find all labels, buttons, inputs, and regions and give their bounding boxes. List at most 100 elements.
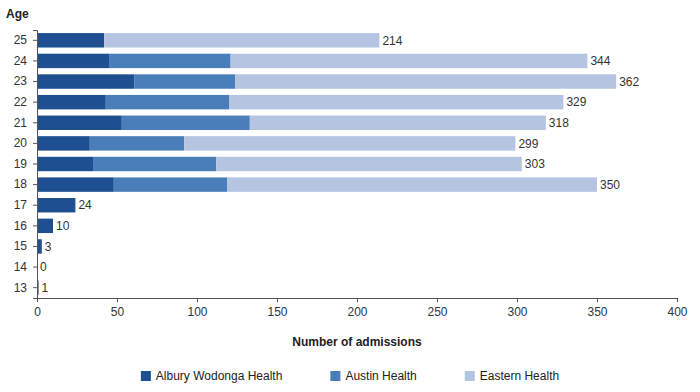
data-label: 3 (45, 240, 52, 254)
tick: 23 (14, 74, 37, 88)
bar (235, 74, 616, 88)
axis-title: Age (6, 7, 29, 21)
legend-label: Austin Health (345, 369, 416, 383)
tick-label: 25 (14, 33, 28, 47)
bar (106, 95, 229, 109)
bar (216, 157, 522, 171)
legend-swatch (465, 371, 475, 381)
data-label: 362 (619, 75, 639, 89)
tick-mark (33, 40, 37, 41)
data-label: 329 (566, 95, 586, 109)
bar (53, 219, 54, 233)
bar (37, 74, 135, 88)
tick-label: 23 (14, 74, 28, 88)
tick: 300 (507, 298, 527, 319)
tick: 25 (14, 33, 37, 47)
chart: 0501001502002503003504001314151617181920… (0, 0, 700, 392)
series-bars (104, 33, 616, 192)
tick-label: 350 (587, 305, 607, 319)
data-label: 0 (40, 260, 47, 274)
tick-label: 19 (14, 157, 28, 171)
tick: 250 (427, 298, 447, 319)
tick-label: 24 (14, 54, 28, 68)
bar (37, 219, 53, 233)
bar (37, 95, 106, 109)
tick-label: 15 (14, 239, 28, 253)
bar (37, 136, 90, 150)
tick-mark (357, 298, 358, 302)
tick: 20 (14, 136, 37, 150)
legend-swatch (141, 371, 151, 381)
bar (184, 136, 515, 150)
tick: 14 (14, 260, 37, 274)
bar (114, 177, 228, 191)
data-label: 24 (78, 198, 92, 212)
y-axis: 13 14 15 16 17 18 19 20 21 22 23 24 25 (14, 31, 38, 299)
tick: 21 (14, 116, 37, 130)
tick-label: 18 (14, 177, 28, 191)
tick: 24 (14, 54, 37, 68)
tick: 200 (347, 298, 367, 319)
bar (104, 33, 379, 47)
tick: 13 (14, 281, 37, 295)
legend-label: Albury Wodonga Health (156, 369, 283, 383)
tick-label: 50 (111, 305, 125, 319)
tick-mark (517, 298, 518, 302)
tick-mark (33, 267, 37, 268)
bar (37, 157, 93, 171)
bar (38, 280, 39, 294)
bar (37, 33, 104, 47)
tick-mark (277, 298, 278, 302)
tick-mark (117, 298, 118, 302)
tick-mark (597, 298, 598, 302)
bar (53, 219, 54, 233)
bar (75, 198, 76, 212)
tick-mark (33, 143, 37, 144)
tick-mark (33, 60, 37, 61)
legend-item: Albury Wodonga Health (141, 369, 283, 383)
bar (37, 177, 114, 191)
tick-label: 17 (14, 198, 28, 212)
total-labels: 1031024350303299318329362344214 (40, 34, 640, 295)
bar (109, 54, 231, 68)
tick-mark (437, 298, 438, 302)
data-label: 10 (56, 219, 70, 233)
bar (37, 54, 109, 68)
tick: 16 (14, 219, 37, 233)
tick: 18 (14, 177, 37, 191)
tick-label: 22 (14, 95, 28, 109)
axis-line (33, 31, 38, 299)
bar (231, 54, 588, 68)
tick-mark (33, 102, 37, 103)
tick: 17 (14, 198, 37, 212)
tick-mark (33, 205, 37, 206)
bar (93, 157, 216, 171)
legend-swatch (330, 371, 340, 381)
bar (37, 116, 122, 130)
data-label: 344 (590, 54, 610, 68)
bar (41, 239, 42, 253)
legend: Albury Wodonga Health Austin Health Easter… (141, 369, 559, 383)
bar (227, 177, 597, 191)
tick: 22 (14, 95, 37, 109)
bar (122, 116, 250, 130)
bars (37, 33, 616, 295)
bar (90, 136, 184, 150)
axis-line (38, 299, 678, 303)
bar (37, 198, 75, 212)
legend-item: Eastern Health (465, 369, 559, 383)
tick: 350 (587, 298, 607, 319)
bar (229, 95, 563, 109)
tick-label: 300 (507, 305, 527, 319)
axis-title: Number of admissions (292, 335, 422, 349)
tick-label: 200 (347, 305, 367, 319)
tick: 19 (14, 157, 37, 171)
tick-label: 100 (187, 305, 207, 319)
tick: 50 (111, 298, 125, 319)
tick-label: 14 (14, 260, 28, 274)
tick-label: 150 (267, 305, 287, 319)
tick-mark (33, 225, 37, 226)
tick-label: 16 (14, 219, 28, 233)
tick-mark (33, 122, 37, 123)
tick: 0 (34, 298, 41, 319)
